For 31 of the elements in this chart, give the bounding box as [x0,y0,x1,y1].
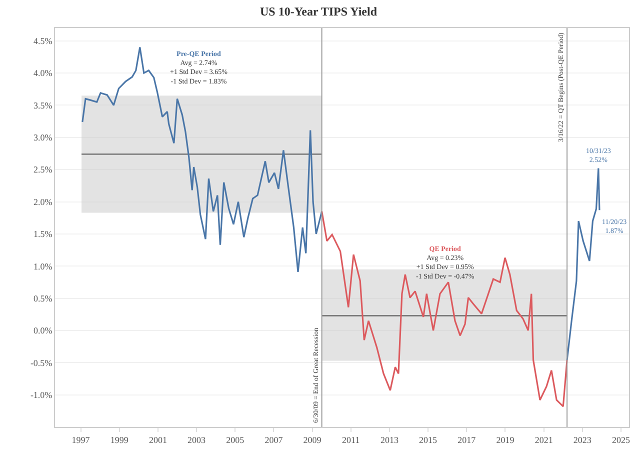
x-tick-label: 2011 [342,434,360,445]
y-tick-label: 1.0% [33,261,53,272]
x-tick-label: 2013 [380,434,399,445]
line-series [566,167,600,361]
x-tick-label: 2001 [148,434,167,445]
line-series [82,46,323,273]
line-series [321,210,568,408]
y-tick-label: 4.0% [33,68,53,78]
x-tick-label: 2009 [303,434,322,445]
x-tick-label: 2019 [496,434,515,445]
y-tick-label: 1.5% [33,229,53,240]
x-tick-label: 2021 [534,434,553,445]
y-tick-label: 0.5% [33,293,53,304]
y-tick-label: 3.0% [33,132,53,143]
y-tick-label: -0.5% [30,358,53,368]
chart-title: US 10-Year TIPS Yield [260,4,378,18]
y-tick-label: 4.5% [33,36,53,46]
y-tick-label: -1.0% [30,390,53,400]
x-tick-label: 1999 [110,434,129,445]
x-tick-label: 2025 [612,434,631,445]
y-tick-label: 2.0% [33,196,53,207]
x-tick-label: 1997 [72,434,90,445]
x-tick-label: 2017 [458,434,476,445]
y-tick-label: 0.0% [33,326,53,336]
y-tick-label: 2.5% [33,164,53,175]
x-tick-label: 2003 [188,434,206,445]
x-tick-label: 2005 [226,434,245,445]
x-tick-label: 2023 [573,434,592,445]
x-tick-label: 2007 [264,434,284,445]
y-tick-label: 3.5% [33,100,53,110]
x-tick-label: 2015 [419,434,438,445]
